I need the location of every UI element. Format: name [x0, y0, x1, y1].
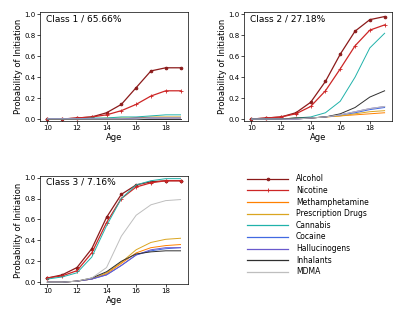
Text: Class 1 / 65.66%: Class 1 / 65.66% — [46, 15, 122, 23]
Text: Prescription Drugs: Prescription Drugs — [296, 209, 367, 218]
Y-axis label: Probability of Initiation: Probability of Initiation — [218, 19, 227, 114]
Text: Inhalants: Inhalants — [296, 256, 332, 265]
Y-axis label: Probability of Initiation: Probability of Initiation — [14, 182, 23, 277]
Y-axis label: Probability of Initiation: Probability of Initiation — [14, 19, 23, 114]
Text: Alcohol: Alcohol — [296, 174, 324, 183]
Text: MDMA: MDMA — [296, 267, 320, 276]
Text: Class 3 / 7.16%: Class 3 / 7.16% — [46, 178, 116, 187]
Text: Hallucinogens: Hallucinogens — [296, 244, 350, 253]
X-axis label: Age: Age — [106, 296, 122, 305]
Text: Nicotine: Nicotine — [296, 186, 328, 195]
X-axis label: Age: Age — [310, 133, 326, 142]
Text: Cannabis: Cannabis — [296, 221, 332, 230]
X-axis label: Age: Age — [106, 133, 122, 142]
Text: Cocaine: Cocaine — [296, 232, 326, 241]
Text: Methamphetamine: Methamphetamine — [296, 197, 369, 206]
Text: Class 2 / 27.18%: Class 2 / 27.18% — [250, 15, 325, 23]
